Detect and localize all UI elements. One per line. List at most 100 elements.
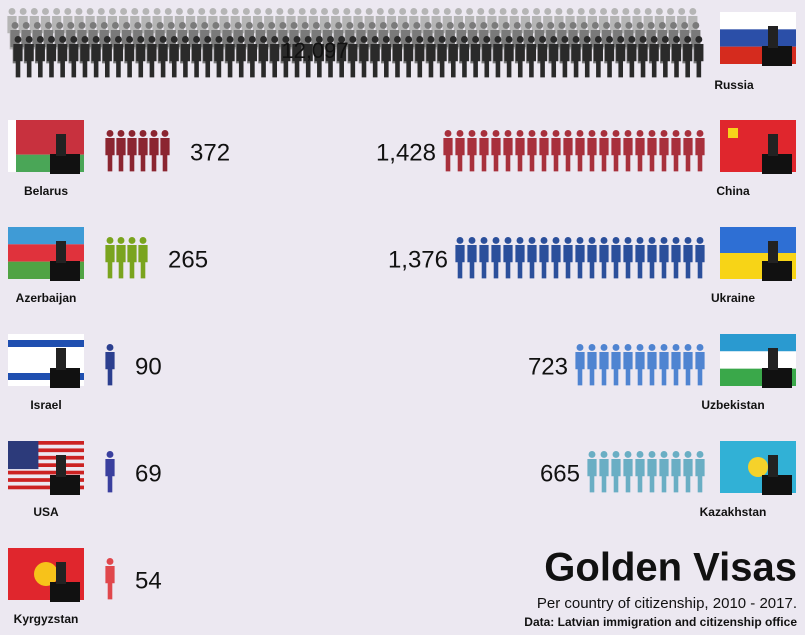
- person-icon: [471, 44, 481, 78]
- person-icon: [304, 36, 312, 43]
- flag-part: [720, 227, 796, 253]
- person-icon: [381, 44, 391, 78]
- person-icon: [138, 138, 148, 172]
- pictogram: [7, 8, 704, 78]
- person-icon: [513, 22, 521, 29]
- flag-part: [50, 475, 80, 495]
- person-icon: [660, 130, 668, 137]
- person-icon: [599, 352, 609, 386]
- person-icon: [248, 36, 256, 43]
- person-icon: [600, 237, 608, 244]
- person-icon: [169, 44, 179, 78]
- person-icon: [516, 130, 524, 137]
- flag-part: [720, 351, 796, 369]
- person-icon: [69, 44, 79, 78]
- person-icon: [549, 44, 559, 78]
- flag-part: [768, 348, 778, 370]
- person-icon: [190, 22, 198, 29]
- flag-part: [762, 46, 792, 66]
- person-icon: [516, 36, 524, 43]
- person-icon: [599, 245, 609, 279]
- person-icon: [647, 22, 655, 29]
- person-icon: [360, 36, 368, 43]
- person-icon: [102, 44, 112, 78]
- person-icon: [338, 36, 346, 43]
- person-icon: [415, 44, 425, 78]
- person-icon: [242, 8, 250, 15]
- person-icon: [647, 459, 657, 493]
- person-icon: [198, 8, 206, 15]
- person-icon: [125, 44, 135, 78]
- person-icon: [577, 8, 585, 15]
- person-icon: [309, 8, 317, 15]
- person-icon: [623, 245, 633, 279]
- person-icon: [131, 8, 139, 15]
- person-icon: [515, 138, 525, 172]
- person-icon: [575, 245, 585, 279]
- person-icon: [552, 130, 560, 137]
- person-icon: [215, 36, 223, 43]
- person-icon: [583, 36, 591, 43]
- flag-part: [720, 12, 796, 30]
- person-icon: [560, 44, 570, 78]
- person-icon: [13, 44, 23, 78]
- person-icon: [515, 44, 525, 78]
- person-icon: [153, 8, 161, 15]
- person-icon: [561, 36, 569, 43]
- person-icon: [667, 8, 674, 15]
- value-label: 265: [168, 246, 208, 273]
- pictogram: [105, 237, 148, 279]
- person-icon: [78, 22, 86, 29]
- person-icon: [410, 8, 418, 15]
- person-icon: [459, 44, 470, 78]
- person-icon: [659, 245, 669, 279]
- person-icon: [36, 36, 44, 43]
- person-icon: [683, 352, 693, 386]
- person-icon: [427, 36, 435, 43]
- person-icon: [588, 451, 596, 458]
- person-icon: [80, 44, 90, 78]
- flag-part: [56, 562, 66, 584]
- person-icon: [103, 36, 111, 43]
- person-icon: [45, 22, 52, 29]
- person-icon: [648, 451, 656, 458]
- person-icon: [175, 8, 183, 15]
- person-icon: [105, 138, 115, 172]
- flag-part: [8, 373, 84, 380]
- person-icon: [142, 8, 150, 15]
- flag-part: [762, 475, 792, 495]
- person-icon: [681, 22, 689, 29]
- person-icon: [201, 22, 209, 29]
- value-label: 372: [190, 139, 230, 166]
- person-icon: [128, 237, 136, 244]
- person-icon: [75, 8, 83, 15]
- person-icon: [270, 44, 280, 78]
- person-icon: [678, 8, 686, 15]
- person-icon: [672, 130, 680, 137]
- person-icon: [479, 245, 489, 279]
- person-icon: [392, 44, 403, 78]
- pictogram: [105, 451, 115, 493]
- flag: [8, 334, 84, 388]
- person-icon: [357, 22, 365, 29]
- person-icon: [106, 130, 114, 137]
- person-icon: [335, 22, 343, 29]
- person-icon: [611, 459, 621, 493]
- person-icon: [59, 36, 67, 43]
- person-icon: [587, 352, 597, 386]
- person-icon: [293, 36, 301, 43]
- flag-part: [762, 261, 792, 281]
- person-icon: [245, 22, 253, 29]
- flag: [8, 548, 84, 602]
- person-icon: [588, 130, 596, 137]
- person-icon: [658, 22, 666, 29]
- person-icon: [437, 44, 447, 78]
- person-icon: [628, 36, 636, 43]
- person-icon: [614, 22, 622, 29]
- person-icon: [178, 22, 186, 29]
- person-icon: [692, 22, 700, 29]
- country-label: Israel: [30, 398, 61, 412]
- person-icon: [672, 237, 680, 244]
- person-icon: [137, 36, 145, 43]
- flag-part: [8, 441, 39, 470]
